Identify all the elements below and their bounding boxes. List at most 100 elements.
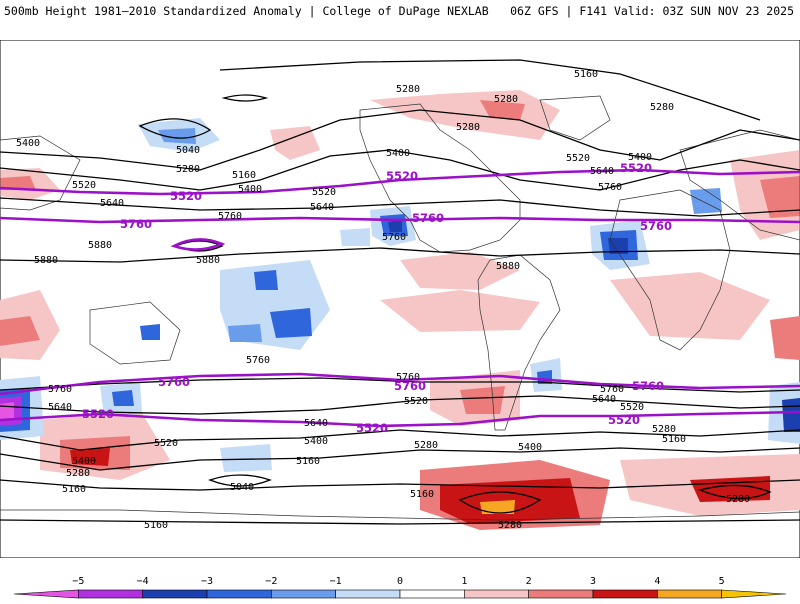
run-info: 06Z GFS | F141 Valid: 03Z SUN NOV 23 202… [510, 4, 794, 18]
label-5160-top: 5160 [574, 69, 598, 80]
anomaly-pos-sh-pac-core [460, 386, 505, 414]
label-5760-sm: 5760 [396, 372, 420, 383]
label-5160-n: 5160 [232, 170, 256, 181]
coast-south-america [477, 254, 561, 431]
key-label-5520-n-b: 5520 [170, 189, 202, 203]
label-5520-w: 5520 [72, 180, 96, 191]
label-5280-a: 5280 [396, 84, 420, 95]
anomaly-pos-trop [380, 290, 540, 332]
anomaly-neg-nz [340, 228, 370, 246]
colorbar-tick-label: 1 [461, 576, 467, 587]
colorbar-bin [206, 589, 272, 599]
label-5520-sm: 5520 [404, 396, 428, 407]
anomaly-pos-indian-core [0, 316, 40, 346]
map-canvas: 5160 5280 5280 5280 5280 5400 5040 5280 … [0, 40, 800, 558]
contour-5160-south [0, 479, 800, 491]
map-title: 500mb Height 1981–2010 Standardized Anom… [4, 4, 489, 18]
key-5760-south [0, 372, 800, 396]
coast-eurasia [679, 129, 800, 241]
contour-5280-south [0, 447, 800, 471]
label-5880-ww: 5880 [34, 255, 58, 266]
label-5760-sw: 5760 [48, 384, 72, 395]
label-5280-ant: 5280 [498, 520, 522, 531]
anomaly-pos-arctic-core [480, 100, 525, 120]
label-5520-g: 5520 [566, 153, 590, 164]
key-label-5520-s-c: 5520 [608, 413, 640, 427]
height-contours [0, 59, 800, 525]
label-5280-s: 5280 [414, 440, 438, 451]
colorbar: −5 −4 −3 −2 −1 0 1 2 3 4 5 [0, 572, 800, 600]
anomaly-neg-coral [140, 324, 160, 340]
contour-5040-north [138, 118, 212, 139]
coast-australia [89, 301, 181, 365]
colorbar-bin [528, 589, 594, 599]
label-5040-n: 5040 [176, 145, 200, 156]
contour-5280-ant-e [697, 484, 772, 500]
contour-labels: 5160 5280 5280 5280 5280 5400 5040 5280 … [16, 69, 750, 531]
key-label-5760-n-a: 5760 [120, 217, 152, 231]
label-5760-cal: 5760 [382, 232, 406, 243]
contour-5760-south [0, 377, 800, 393]
key-5760-north [0, 216, 800, 224]
anomaly-pos-south-atl [610, 272, 770, 340]
label-5160-ant: 5160 [410, 489, 434, 500]
key-label-5520-n-c: 5520 [620, 161, 652, 175]
contour-5280-north [0, 109, 800, 171]
label-5160-se: 5160 [662, 434, 686, 445]
label-5760-s: 5760 [246, 355, 270, 366]
contour-5400-north [0, 149, 800, 191]
colorbar-bin [657, 589, 722, 599]
label-5640-m: 5640 [310, 202, 334, 213]
contour-small-north [221, 94, 269, 102]
contour-5280-ant [458, 491, 542, 514]
contour-5880 [0, 247, 800, 263]
anomaly-neg-eu [690, 188, 722, 214]
label-5760-e: 5760 [598, 182, 622, 193]
colorbar-tick-label: −1 [330, 576, 342, 587]
colorbar-tick-label: 5 [719, 576, 725, 587]
label-5040-s: 5040 [230, 482, 254, 493]
label-5400-h: 5400 [628, 152, 652, 163]
colorbar-tick-label: −4 [137, 576, 149, 587]
label-5400-f: 5400 [386, 148, 410, 159]
colorbar-bin [592, 589, 658, 599]
key-5520-north [0, 168, 800, 196]
key-label-5520-s-b: 5520 [356, 421, 388, 435]
colorbar-tick-label: 4 [654, 576, 660, 587]
colorbar-bin [142, 589, 208, 599]
anomaly-neg-tpac-core1 [254, 270, 278, 290]
coastlines [0, 95, 800, 521]
label-5160-sm: 5160 [296, 456, 320, 467]
label-5880-e: 5880 [496, 261, 520, 272]
label-5520-se: 5520 [620, 402, 644, 413]
colorbar-tick-label: 3 [590, 576, 596, 587]
contour-5160-low [0, 519, 800, 525]
coast-asia-w [0, 135, 81, 211]
label-5760-m: 5760 [218, 211, 242, 222]
colorbar-bin [13, 589, 79, 599]
anomaly-pos-s-ocean-dark [70, 448, 110, 466]
label-5400-w: 5400 [16, 138, 40, 149]
coast-antarctica [0, 509, 800, 521]
key-label-5760-s-b: 5760 [394, 379, 426, 393]
label-5400-se: 5400 [518, 442, 542, 453]
label-5280-d: 5280 [456, 122, 480, 133]
key-label-5760-n-c: 5760 [640, 219, 672, 233]
colorbar-tick-label: 0 [397, 576, 403, 587]
contour-5040-south [208, 474, 272, 487]
label-5280-e: 5280 [176, 164, 200, 175]
colorbar-tick-label: −5 [72, 576, 84, 587]
coast-greenland [539, 95, 611, 141]
anomaly-pos-south-atl-core [770, 316, 800, 360]
label-5640-se: 5640 [592, 394, 616, 405]
colorbar-tick-label: −3 [201, 576, 213, 587]
label-5640-e: 5640 [590, 166, 614, 177]
label-5400-s: 5400 [304, 436, 328, 447]
anomaly-pos-antarctic-max [480, 500, 515, 514]
anomaly-map[interactable]: 5160 5280 5280 5280 5280 5400 5040 5280 … [0, 40, 800, 558]
label-5880-ring: 5880 [196, 255, 220, 266]
colorbar-tick-label: −2 [265, 576, 277, 587]
label-5160-low: 5160 [144, 520, 168, 531]
anomaly-neg-e-edge-core [782, 398, 800, 432]
anomaly-neg-sindian-core [112, 390, 134, 406]
